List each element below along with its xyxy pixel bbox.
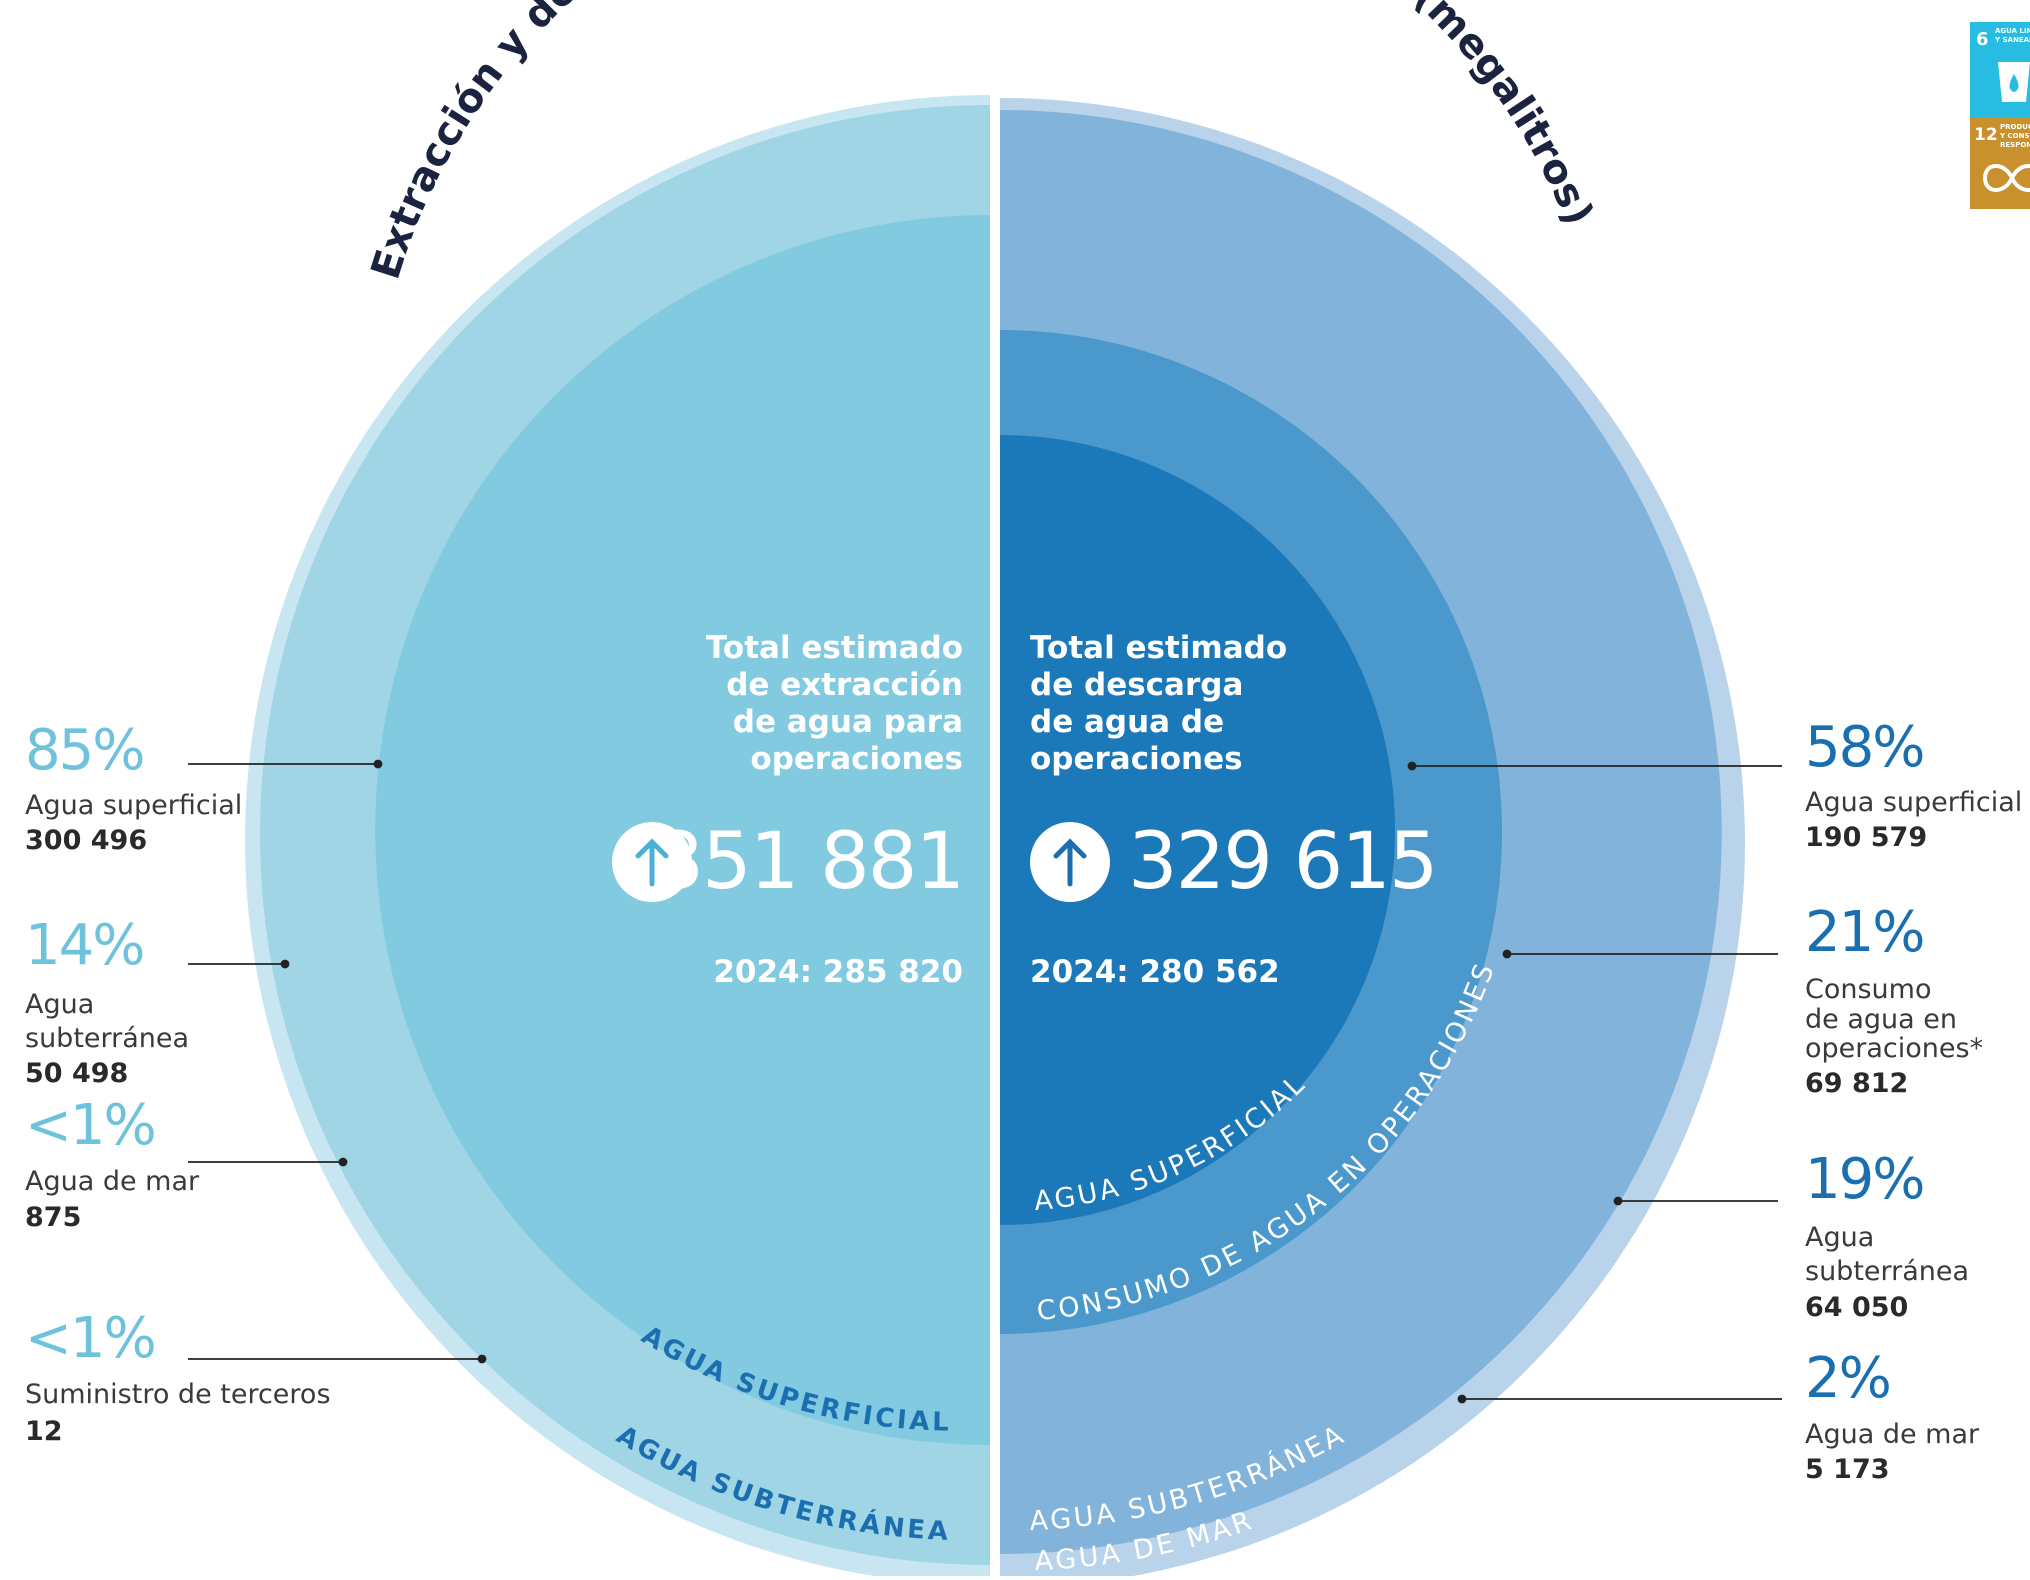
segment-label: Agua superficial xyxy=(25,790,242,821)
segment-agua-de-mar: 2% Agua de mar 5 173 xyxy=(1805,1346,1980,1485)
segment-label: Suministro de terceros xyxy=(25,1379,331,1410)
segment-label: Agua de mar xyxy=(25,1166,200,1197)
segment-pct: 19% xyxy=(1805,1147,1923,1212)
segment-pct: 21% xyxy=(1805,900,1923,965)
up-arrow-icon xyxy=(612,822,692,902)
segment-value: 875 xyxy=(25,1202,81,1233)
segment-agua-subterranea: 19% Agua subterránea 64 050 xyxy=(1805,1147,1969,1323)
discharge-heading-1: Total estimado xyxy=(1030,630,1287,666)
segment-value: 50 498 xyxy=(25,1058,128,1089)
segment-value: 64 050 xyxy=(1805,1292,1908,1323)
extraction-previous: 2024: 285 820 xyxy=(713,954,963,990)
extraction-inner-ring xyxy=(375,215,991,1445)
segment-value: 69 812 xyxy=(1805,1068,1908,1099)
infinity-icon xyxy=(1982,164,2030,192)
segment-suministro-terceros: <1% Suministro de terceros 12 xyxy=(25,1306,331,1447)
segment-label: operaciones* xyxy=(1805,1033,1983,1064)
segment-label: Consumo xyxy=(1805,974,1931,1005)
sdg-12-text: Y CONSUMO xyxy=(1999,132,2030,140)
segment-label: Agua superficial xyxy=(1805,787,2022,818)
segment-pct: 14% xyxy=(25,913,143,978)
discharge-center: Total estimado de descarga de agua de op… xyxy=(1030,630,1439,990)
sdg-12-text: RESPONSABLES xyxy=(2000,141,2030,149)
segment-pct: 2% xyxy=(1805,1346,1890,1411)
sdg-12-number: 12 xyxy=(1974,125,1998,145)
extraction-heading-4: operaciones xyxy=(750,741,963,777)
sdg-6-text: Y SANEAMIENTO xyxy=(1994,36,2030,44)
segment-agua-de-mar: <1% Agua de mar 875 xyxy=(25,1093,200,1233)
segment-pct: <1% xyxy=(25,1093,155,1158)
segment-label: Agua xyxy=(25,989,94,1020)
segment-label: Agua xyxy=(1805,1222,1874,1253)
extraction-heading-2: de extracción xyxy=(726,667,963,703)
up-arrow-icon xyxy=(1030,822,1110,902)
discharge-inner-ring xyxy=(1000,435,1395,1225)
segment-label: subterránea xyxy=(25,1023,189,1054)
segment-value: 300 496 xyxy=(25,825,147,856)
segment-label: subterránea xyxy=(1805,1256,1969,1287)
segment-value: 190 579 xyxy=(1805,822,1927,853)
sdg-6-text: AGUA LIMPIA xyxy=(1995,27,2030,35)
segment-agua-subterranea: 14% Agua subterránea 50 498 xyxy=(25,913,189,1089)
water-glass-icon xyxy=(1998,62,2030,102)
segment-pct: <1% xyxy=(25,1306,155,1371)
sdg-6-number: 6 xyxy=(1976,29,1989,50)
segment-pct: 85% xyxy=(25,718,143,783)
discharge-legend: 58% Agua superficial 190 579 21% Consumo… xyxy=(1805,715,2022,1485)
discharge-previous: 2024: 280 562 xyxy=(1030,954,1280,990)
extraction-legend: 85% Agua superficial 300 496 14% Agua su… xyxy=(25,718,331,1447)
segment-pct: 58% xyxy=(1805,715,1923,780)
leader-lines xyxy=(188,759,1782,1404)
sdg-6-badge: 6 AGUA LIMPIA Y SANEAMIENTO xyxy=(1970,22,2030,117)
extraction-center: Total estimado de extracción de agua par… xyxy=(612,630,965,990)
segment-agua-superficial: 85% Agua superficial 300 496 xyxy=(25,718,242,856)
segment-agua-superficial: 58% Agua superficial 190 579 xyxy=(1805,715,2022,853)
discharge-heading-4: operaciones xyxy=(1030,741,1243,777)
rings xyxy=(245,90,1745,1580)
segment-value: 12 xyxy=(25,1416,63,1447)
discharge-heading-3: de agua de xyxy=(1030,704,1224,740)
sdg-12-text: PRODUCCIÓN xyxy=(2000,122,2030,131)
center-divider xyxy=(990,90,1000,1580)
segment-label: Agua de mar xyxy=(1805,1419,1980,1450)
segment-value: 5 173 xyxy=(1805,1454,1890,1485)
segment-label: de agua en xyxy=(1805,1004,1957,1035)
extraction-total: 351 881 xyxy=(654,817,963,907)
discharge-total: 329 615 xyxy=(1128,817,1437,907)
segment-consumo: 21% Consumo de agua en operaciones* 69 8… xyxy=(1805,900,1983,1099)
sdg-badges: 6 AGUA LIMPIA Y SANEAMIENTO 12 PRODUCCIÓ… xyxy=(1970,22,2030,209)
discharge-heading-2: de descarga xyxy=(1030,667,1243,703)
extraction-heading-3: de agua para xyxy=(733,704,963,740)
sdg-12-badge: 12 PRODUCCIÓN Y CONSUMO RESPONSABLES xyxy=(1970,117,2030,209)
extraction-heading-1: Total estimado xyxy=(706,630,963,666)
